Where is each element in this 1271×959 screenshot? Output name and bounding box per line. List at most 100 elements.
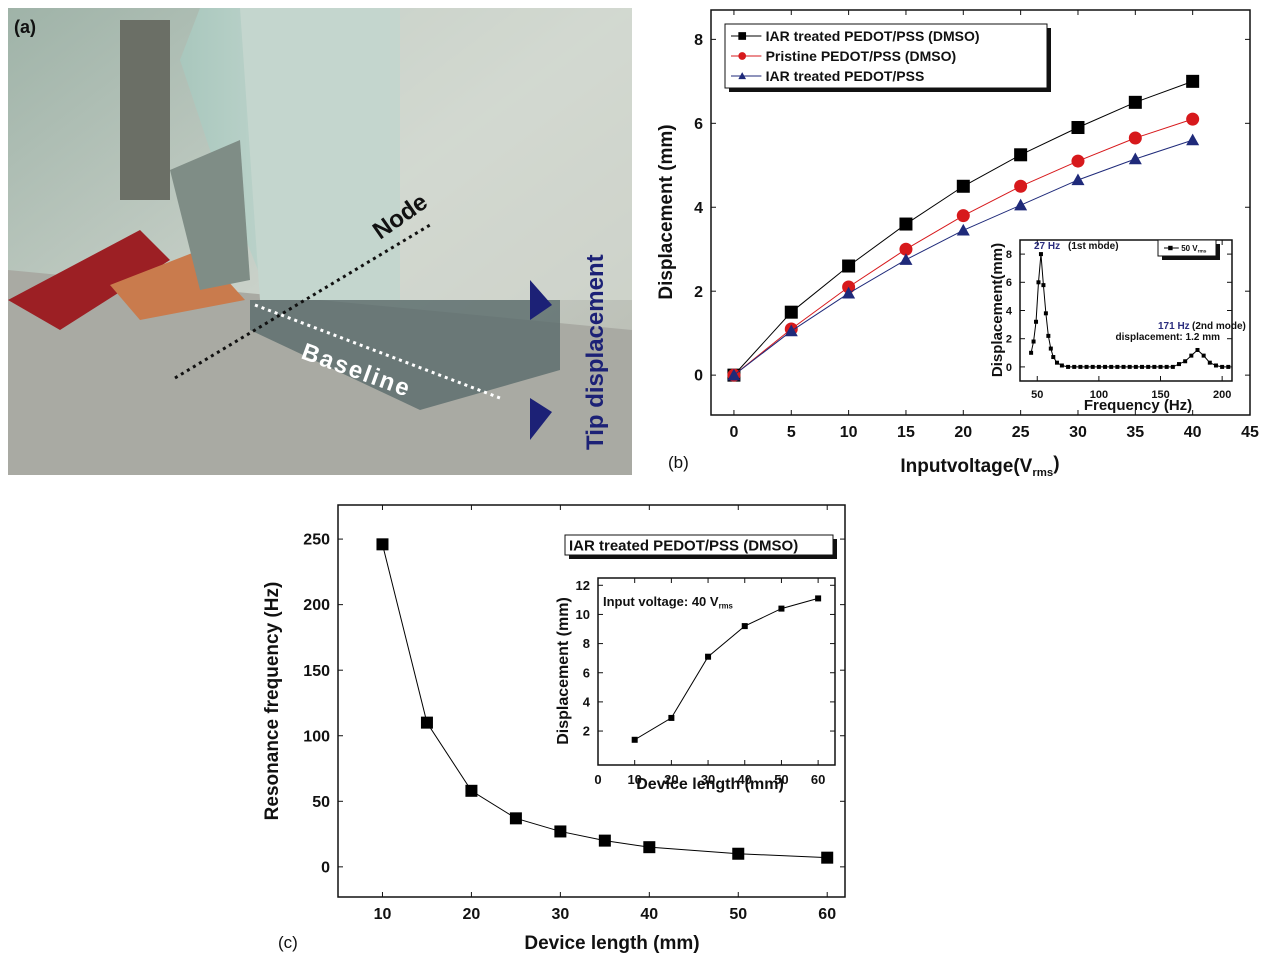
marker xyxy=(1085,365,1089,369)
marker xyxy=(1034,320,1038,324)
y-tick-label: 8 xyxy=(1006,249,1012,261)
marker xyxy=(1159,365,1163,369)
marker xyxy=(1122,365,1126,369)
x-tick-label: 60 xyxy=(818,906,836,923)
y-tick-label: 8 xyxy=(583,636,590,651)
y-tick-label: 12 xyxy=(576,578,590,593)
marker xyxy=(1202,354,1206,358)
marker xyxy=(668,715,674,721)
annotation: 27 Hz xyxy=(1034,241,1060,252)
marker xyxy=(1103,365,1107,369)
y-tick-label: 150 xyxy=(303,663,330,680)
legend-label: Pristine PEDOT/PSS (DMSO) xyxy=(766,48,957,64)
x-tick-label: 20 xyxy=(463,906,481,923)
marker xyxy=(957,180,970,193)
marker xyxy=(1060,363,1064,367)
legend-label-part: rms xyxy=(1198,248,1207,254)
marker xyxy=(705,654,711,660)
marker xyxy=(1046,334,1050,338)
marker xyxy=(1195,348,1199,352)
marker xyxy=(1032,340,1036,344)
marker xyxy=(1091,365,1095,369)
marker xyxy=(738,52,746,60)
y-tick-label: 4 xyxy=(694,200,703,217)
marker xyxy=(1165,365,1169,369)
x-tick-label: 0 xyxy=(729,424,738,441)
marker xyxy=(1208,361,1212,365)
panel-label: (c) xyxy=(278,933,298,952)
marker xyxy=(1186,75,1199,88)
marker xyxy=(842,260,855,273)
marker xyxy=(821,852,833,864)
marker xyxy=(1071,121,1084,134)
x-axis-label: Frequency (Hz) xyxy=(1084,397,1192,414)
y-axis-label: Displacement (mm) xyxy=(555,597,572,745)
y-tick-label: 0 xyxy=(694,368,703,385)
legend-label-part: IAR treated PEDOT/PSS (DMSO) xyxy=(569,537,798,554)
marker xyxy=(1039,252,1043,256)
annotation-part: rms xyxy=(719,602,734,611)
x-tick-label: 35 xyxy=(1126,424,1144,441)
marker xyxy=(1152,365,1156,369)
marker xyxy=(1171,365,1175,369)
legend-label: IAR treated PEDOT/PSS (DMSO) xyxy=(569,537,798,554)
y-axis-label: Displacement (mm) xyxy=(656,124,677,299)
marker xyxy=(1226,365,1230,369)
marker xyxy=(1140,365,1144,369)
marker xyxy=(1168,246,1172,250)
y-axis-label: Resonance frequency (Hz) xyxy=(262,582,283,821)
marker xyxy=(1134,365,1138,369)
x-tick-label: 10 xyxy=(840,424,858,441)
marker xyxy=(957,209,970,222)
x-tick-label: 50 xyxy=(729,906,747,923)
panel-label: (b) xyxy=(668,453,689,472)
x-tick-label: 30 xyxy=(1069,424,1087,441)
marker xyxy=(815,595,821,601)
annotation: 171 Hz xyxy=(1158,321,1190,332)
marker xyxy=(465,785,477,797)
marker xyxy=(554,825,566,837)
annotation-part: Input voltage: 40 V xyxy=(603,594,719,609)
x-tick-label: 60 xyxy=(811,772,825,787)
x-tick-label: 30 xyxy=(551,906,569,923)
plot-frame xyxy=(1020,240,1232,381)
marker xyxy=(1041,283,1045,287)
marker xyxy=(1189,354,1193,358)
marker xyxy=(1214,363,1218,367)
marker xyxy=(1129,96,1142,109)
x-axis-label-part: ) xyxy=(1053,453,1059,474)
marker xyxy=(1109,365,1113,369)
annotation: (1st mode) xyxy=(1068,241,1119,252)
marker xyxy=(1097,365,1101,369)
panel-label: (a) xyxy=(14,17,36,37)
marker xyxy=(899,218,912,231)
marker xyxy=(1029,351,1033,355)
y-tick-label: 2 xyxy=(1006,334,1012,346)
marker xyxy=(778,606,784,612)
x-tick-label: 200 xyxy=(1213,389,1231,401)
y-axis-label: Displacement(mm) xyxy=(989,243,1006,377)
x-tick-label: 5 xyxy=(787,424,796,441)
marker xyxy=(1049,347,1053,351)
annotation: (2nd mode) xyxy=(1192,321,1246,332)
x-axis-label-part: Inputvoltage(V xyxy=(900,456,1032,477)
legend-label-part: Pristine PEDOT/PSS (DMSO) xyxy=(766,48,957,64)
y-tick-label: 2 xyxy=(694,284,703,301)
marker xyxy=(1014,148,1027,161)
x-tick-label: 40 xyxy=(640,906,658,923)
legend-label-part: IAR treated PEDOT/PSS (DMSO) xyxy=(766,28,980,44)
marker xyxy=(1044,311,1048,315)
marker xyxy=(599,835,611,847)
y-tick-label: 10 xyxy=(576,607,590,622)
marker xyxy=(785,306,798,319)
x-tick-label: 45 xyxy=(1241,424,1259,441)
x-tick-label: 0 xyxy=(594,772,601,787)
marker xyxy=(1129,132,1142,145)
marker xyxy=(376,538,388,550)
y-tick-label: 6 xyxy=(583,665,590,680)
marker xyxy=(643,841,655,853)
marker xyxy=(1186,113,1199,126)
y-tick-label: 6 xyxy=(694,116,703,133)
marker xyxy=(1066,365,1070,369)
y-tick-label: 8 xyxy=(694,32,703,49)
